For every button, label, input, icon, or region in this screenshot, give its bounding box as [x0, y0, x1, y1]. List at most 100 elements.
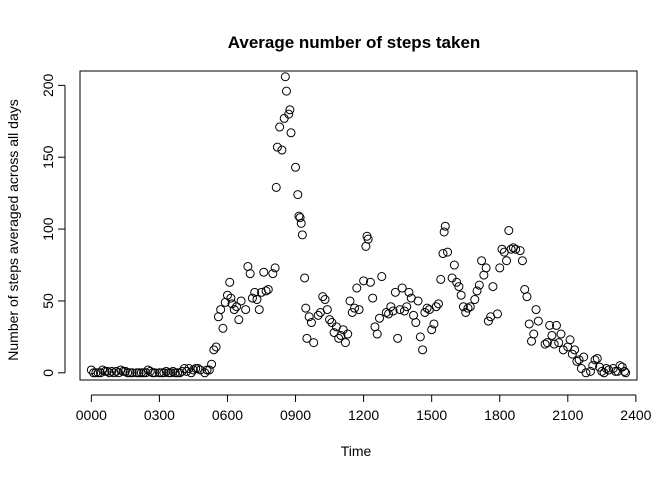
- data-point: [413, 296, 423, 306]
- data-point: [621, 368, 631, 378]
- data-point: [111, 366, 121, 376]
- data-point: [488, 282, 498, 292]
- data-point: [350, 303, 360, 313]
- data-point: [477, 256, 487, 266]
- data-point: [436, 274, 446, 284]
- data-point: [590, 355, 600, 365]
- data-point: [297, 230, 307, 240]
- data-point: [216, 305, 226, 315]
- data-point: [399, 306, 409, 316]
- data-point: [150, 368, 160, 378]
- data-point: [263, 284, 273, 294]
- data-point: [581, 368, 591, 378]
- data-point: [506, 244, 516, 254]
- data-point: [202, 365, 212, 375]
- x-tick-label: 0300: [144, 407, 175, 423]
- data-point: [390, 287, 400, 297]
- data-point: [284, 109, 294, 119]
- data-point: [141, 368, 151, 378]
- data-point: [595, 362, 605, 372]
- x-tick-label: 0000: [76, 407, 107, 423]
- y-tick-label: 50: [40, 293, 56, 309]
- data-point: [247, 293, 257, 303]
- data-point: [533, 316, 543, 326]
- data-point: [576, 364, 586, 373]
- data-point: [393, 333, 403, 343]
- data-point: [522, 292, 532, 302]
- data-point: [252, 295, 262, 305]
- data-point: [277, 145, 287, 155]
- data-point: [483, 316, 493, 326]
- data-point: [397, 283, 407, 293]
- data-point: [285, 105, 295, 115]
- data-point: [123, 368, 133, 378]
- data-point: [163, 368, 173, 378]
- data-point: [481, 263, 491, 273]
- data-point: [226, 293, 236, 303]
- data-point: [229, 305, 239, 315]
- data-point: [431, 302, 441, 312]
- data-point: [597, 366, 607, 376]
- data-point: [447, 273, 457, 283]
- data-point: [599, 368, 609, 378]
- data-point: [456, 290, 466, 300]
- data-point: [193, 364, 203, 373]
- data-point: [275, 122, 285, 132]
- x-tick-label: 2100: [552, 407, 583, 423]
- data-point: [281, 86, 291, 96]
- data-point: [107, 366, 117, 376]
- data-point: [352, 283, 362, 293]
- data-point: [204, 365, 214, 375]
- data-point: [272, 142, 282, 152]
- data-point: [170, 368, 180, 378]
- data-point: [411, 318, 421, 328]
- data-point: [458, 302, 468, 312]
- data-point: [207, 359, 217, 369]
- data-point: [295, 213, 305, 223]
- data-point: [182, 366, 192, 376]
- x-tick-label: 1800: [484, 407, 515, 423]
- data-point: [118, 366, 128, 376]
- data-point: [134, 368, 144, 378]
- data-point: [304, 312, 314, 322]
- data-point: [511, 244, 521, 254]
- y-tick-label: 100: [40, 217, 56, 241]
- data-point: [225, 277, 235, 287]
- data-point: [422, 303, 432, 313]
- data-point: [334, 333, 344, 343]
- data-point: [301, 303, 311, 313]
- x-tick-label: 1500: [416, 407, 447, 423]
- data-point: [556, 329, 566, 339]
- data-point: [161, 366, 171, 376]
- data-point: [415, 332, 425, 342]
- data-point: [579, 352, 589, 362]
- data-point: [320, 295, 330, 305]
- data-point: [601, 364, 611, 373]
- data-point: [261, 286, 271, 296]
- data-point: [585, 366, 595, 376]
- data-point: [565, 335, 575, 345]
- data-point: [148, 368, 158, 378]
- data-point: [433, 299, 443, 309]
- data-point: [540, 339, 550, 349]
- data-point: [200, 368, 210, 378]
- data-point: [542, 338, 552, 348]
- data-point: [291, 162, 301, 172]
- data-point: [549, 339, 559, 349]
- data-point: [495, 263, 505, 273]
- data-point: [188, 365, 198, 375]
- data-point: [145, 366, 155, 376]
- y-axis: 0 50 100 150 200: [40, 73, 66, 377]
- data-point: [620, 366, 630, 376]
- data-point: [386, 302, 396, 312]
- data-point: [474, 280, 484, 290]
- y-tick-label: 0: [40, 369, 56, 377]
- data-point: [359, 276, 369, 286]
- data-point: [418, 345, 428, 355]
- x-tick-label: 0900: [280, 407, 311, 423]
- data-point: [497, 244, 507, 254]
- data-point: [271, 182, 281, 192]
- data-point: [588, 361, 598, 371]
- data-point: [443, 247, 453, 257]
- data-point: [572, 356, 582, 366]
